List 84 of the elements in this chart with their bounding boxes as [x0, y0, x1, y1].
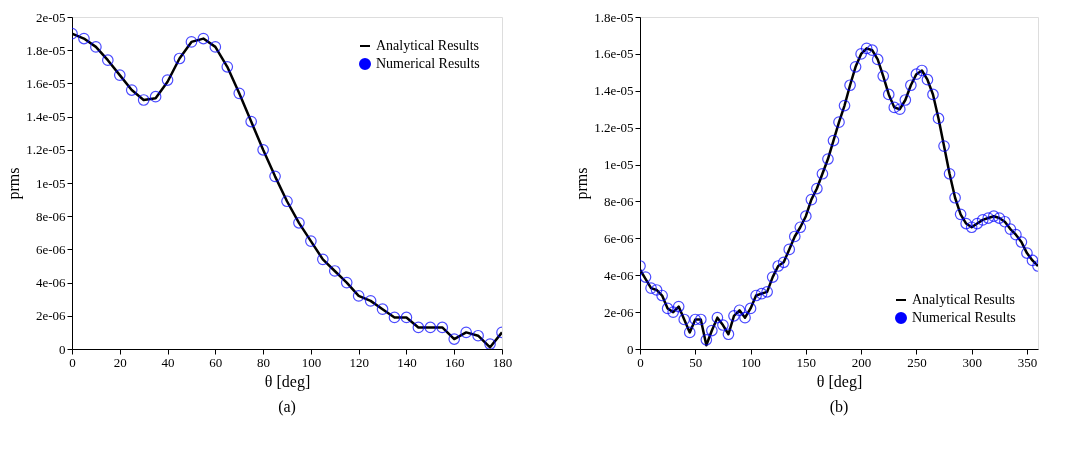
- point: [137, 94, 150, 106]
- y-tick-label: 6e-06: [603, 230, 634, 246]
- y-tick-label: 1e-05: [35, 175, 66, 191]
- point: [245, 115, 258, 128]
- legend-label: Numerical Results: [376, 56, 480, 71]
- x-tick-label: 120: [349, 354, 369, 370]
- point: [185, 36, 198, 48]
- y-tick-label: 1.6e-05: [594, 46, 634, 62]
- point: [281, 195, 293, 208]
- y-tick-label: 8e-06: [35, 208, 66, 224]
- y-axis-title: prms: [5, 167, 24, 200]
- point: [149, 90, 162, 103]
- point: [400, 311, 413, 324]
- y-tick-label: 8e-06: [603, 193, 634, 209]
- point: [90, 41, 102, 53]
- point: [364, 295, 377, 307]
- y-tick-label: 4e-06: [603, 267, 634, 283]
- x-axis-title: θ [deg]: [816, 372, 863, 391]
- x-tick-label: 20: [113, 354, 127, 370]
- y-tick-label: 1.4e-05: [26, 109, 66, 125]
- y-axis-title: prms: [573, 167, 592, 200]
- point: [424, 321, 437, 334]
- y-tick-label: 1e-05: [603, 157, 634, 173]
- y-tick-label: 1.6e-05: [26, 75, 66, 91]
- legend-label: Analytical Results: [912, 292, 1016, 307]
- legend-label: Analytical Results: [376, 38, 480, 53]
- point: [484, 338, 496, 349]
- x-tick-label: 150: [796, 354, 817, 370]
- x-tick-label: 100: [301, 354, 322, 370]
- point: [78, 32, 90, 45]
- point: [460, 326, 473, 339]
- point: [293, 217, 305, 229]
- x-tick-label: 0: [637, 354, 644, 370]
- y-tick-label: 0: [59, 341, 66, 357]
- point: [388, 311, 401, 324]
- point: [233, 87, 246, 100]
- point: [257, 143, 269, 156]
- x-tick-label: 300: [962, 354, 982, 370]
- point: [305, 235, 317, 247]
- point: [352, 290, 365, 302]
- point: [472, 329, 484, 342]
- y-tick-label: 1.8e-05: [26, 42, 66, 58]
- y-tick-label: 1.4e-05: [594, 83, 634, 99]
- x-tick-label: 100: [741, 354, 761, 370]
- point: [269, 170, 281, 183]
- x-tick-label: 0: [69, 354, 76, 370]
- point: [316, 253, 329, 266]
- point: [101, 54, 114, 66]
- point: [173, 52, 186, 65]
- y-tick-label: 0: [627, 341, 634, 357]
- x-axis-title: θ [deg]: [264, 372, 311, 391]
- point: [221, 60, 234, 73]
- point: [328, 265, 341, 277]
- point: [125, 84, 138, 96]
- point: [448, 333, 461, 345]
- x-tick-label: 180: [492, 354, 513, 370]
- point: [436, 321, 449, 334]
- point: [113, 69, 126, 81]
- y-tick-label: 1.2e-05: [26, 142, 66, 158]
- x-tick-label: 50: [689, 354, 703, 370]
- x-tick-label: 60: [209, 354, 223, 370]
- y-tick-label: 4e-06: [35, 275, 66, 291]
- x-tick-label: 160: [444, 354, 465, 370]
- x-tick-label: 40: [161, 354, 175, 370]
- x-tick-label: 80: [257, 354, 271, 370]
- point: [376, 303, 389, 315]
- text: (a): [278, 398, 296, 416]
- x-tick-label: 250: [907, 354, 927, 370]
- text: (b): [829, 398, 849, 416]
- legend-label: Numerical Results: [912, 310, 1016, 325]
- point: [340, 276, 353, 289]
- point: [412, 321, 425, 334]
- point: [161, 74, 174, 86]
- y-tick-label: 2e-05: [35, 9, 66, 25]
- x-tick-label: 350: [1017, 354, 1038, 370]
- y-tick-label: 1.8e-05: [594, 9, 634, 25]
- point: [197, 32, 210, 45]
- y-tick-label: 1.2e-05: [594, 120, 634, 136]
- point: [209, 41, 222, 53]
- x-tick-label: 200: [851, 354, 872, 370]
- x-tick-label: 140: [397, 354, 417, 370]
- y-tick-label: 6e-06: [35, 241, 66, 257]
- y-tick-label: 2e-06: [603, 304, 634, 320]
- y-tick-label: 2e-06: [35, 308, 66, 324]
